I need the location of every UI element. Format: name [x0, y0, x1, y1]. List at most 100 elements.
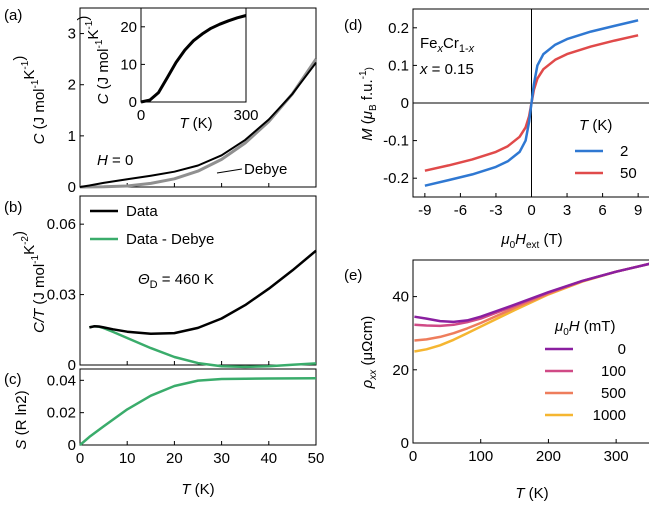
- legend-label-100mt: 100: [601, 363, 626, 380]
- panel-e-frame: [412, 259, 649, 444]
- panel-c-entropy-line: [79, 376, 317, 446]
- panel-a-ytick-label: 1: [68, 128, 76, 145]
- panel-a-ytick-label: 2: [68, 77, 76, 94]
- inset-xtick-label: 0: [137, 107, 145, 124]
- inset-ylabel-part: (J mol: [95, 48, 112, 93]
- panel-d-2k-line: [424, 19, 639, 187]
- inset-frame: [140, 7, 247, 103]
- legend-title-unit: (mT): [580, 318, 616, 335]
- panel-c-ytick-label: 0.04: [47, 372, 76, 389]
- panel-e-xtick-label: 200: [536, 448, 561, 465]
- legend-title-h: H: [569, 318, 580, 335]
- panel-e-xtick-label: 0: [409, 448, 417, 465]
- panel-d-ylabel-part: (: [359, 119, 376, 128]
- legend-label-1000mt: 1000: [593, 407, 626, 424]
- panel-d-ytick-label: 0.1: [388, 57, 409, 74]
- panel-a-ytick-label: 3: [68, 26, 76, 43]
- panel-c-ytick-label: 0.02: [47, 405, 76, 422]
- debye-pointer-line: [216, 168, 243, 174]
- inset-xlabel-part: T: [179, 115, 190, 132]
- panel-a: 0 1 2 3C (J mol-1K-1): [11, 7, 318, 196]
- panel-d-ytick-label: -0.2: [383, 170, 409, 187]
- panel-a-ylabel-part: -1: [20, 60, 31, 69]
- panel-e-ytick-label: 0: [401, 435, 409, 452]
- panel-b-ylabel: C/T (J mol-1K-2): [11, 231, 48, 333]
- panel-c-xtick-label: 50: [308, 450, 325, 467]
- panel-b-frame: [79, 195, 317, 366]
- panel-d-xlabel-part: ext: [526, 240, 540, 251]
- panel-label-c: (c): [4, 371, 22, 388]
- panel-d-xtick-label: 6: [598, 202, 606, 219]
- panel-c-xlabel-part: T: [181, 481, 192, 498]
- panel-b-data-line: [89, 249, 317, 336]
- panel-c-xtick-label: 0: [76, 450, 84, 467]
- panel-d-xtick-label: -6: [454, 202, 467, 219]
- legend-title-unit: (K): [588, 117, 612, 134]
- inset-ytick-label: 0: [129, 94, 137, 111]
- panel-e-1000mt-line: [414, 262, 649, 353]
- panel-c-ylabel: S (R ln2): [13, 390, 30, 449]
- panel-c-xtick-label: 20: [166, 450, 183, 467]
- panel-d-ylabel-part: μ: [359, 111, 376, 120]
- inset-ylabel-part: K: [85, 30, 102, 40]
- panel-b-ytick-label: 0: [68, 357, 76, 374]
- legend-title-sub: 0: [563, 327, 569, 338]
- legend-label-2k: 2: [620, 143, 628, 160]
- annotation-composition: FexCr1-x: [420, 35, 475, 55]
- panel-a-ylabel-part: -1: [30, 79, 41, 88]
- annotation-debye-temperature: ΘD = 460 K: [138, 271, 214, 291]
- panel-e-xtick-label: 100: [468, 448, 493, 465]
- panel-c-ytick-label: 0: [68, 437, 76, 454]
- panel-d-ylabel-part: -1: [358, 70, 369, 79]
- panel-e-xlabel-part: T: [515, 485, 526, 502]
- panel-d-ytick-label: 0.2: [388, 20, 409, 37]
- panel-a-ytick-label: 0: [68, 179, 76, 196]
- legend-title-mu: μ: [554, 318, 563, 335]
- annotation-h-zero-rest: = 0: [108, 152, 133, 169]
- legend-label-500mt: 500: [601, 385, 626, 402]
- panel-e-ylabel-part: ρ: [359, 379, 376, 389]
- panel-e-0mt-line: [414, 262, 649, 324]
- panel-d-xtick-label: 3: [563, 202, 571, 219]
- inset-xlabel: T (K): [179, 115, 212, 132]
- panel-d-xlabel: μ0Hext (T): [500, 231, 562, 251]
- panel-b-ylabel-part: K: [21, 245, 38, 255]
- panel-d-xlabel-part: 0: [510, 240, 516, 251]
- annotation-x-value: x = 0.15: [419, 61, 474, 78]
- panel-b: 0 0.03 0.06 Data Data - Debye C/T (J mol-1K-2…: [11, 195, 317, 374]
- panel-d-xtick-label: 9: [634, 202, 642, 219]
- panel-a-ylabel-part: K: [21, 70, 38, 80]
- inset-ylabel: C (J mol-1K-1): [75, 16, 112, 105]
- panel-d-xlabel-part: (T): [539, 231, 562, 248]
- panel-c-xlabel-part: (K): [191, 481, 215, 498]
- panel-label-a: (a): [4, 7, 22, 24]
- panel-d: -0.2 -0.1 0 0.1 0.2 -9 -6 -3 0 3 6 9 T (K) 2 50 μ0Hext …: [358, 8, 649, 251]
- panel-label-e: (e): [344, 267, 362, 284]
- legend-title-t: T: [579, 117, 590, 134]
- panel-d-xlabel-part: μ: [500, 231, 509, 248]
- panel-d-ylabel-part: B: [368, 104, 379, 111]
- panel-c-xtick-label: 40: [260, 450, 277, 467]
- panel-c-xlabel: T (K): [181, 481, 214, 498]
- panel-label-d: (d): [344, 17, 362, 34]
- panel-d-ylabel-part: f.u.: [359, 79, 376, 104]
- panel-d-legend-title: T (K): [579, 117, 612, 134]
- inset-ytick-label: 20: [120, 19, 137, 36]
- panel-b-ylabel-part: (J mol: [31, 264, 48, 309]
- legend-label-50k: 50: [620, 165, 637, 182]
- panel-d-ylabel-part: M: [359, 128, 376, 141]
- panel-b-ytick-label: 0.06: [47, 216, 76, 233]
- panel-e-xlabel: T (K): [515, 485, 548, 502]
- inset-xtick-label: 300: [233, 107, 258, 124]
- panel-c-ylabel-part: (R ln2): [13, 390, 30, 439]
- inset-ylabel-part: ): [75, 16, 92, 21]
- inset-data-line: [140, 14, 247, 104]
- panel-e-ytick-label: 20: [392, 362, 409, 379]
- legend-label-0mt: 0: [618, 341, 626, 358]
- panel-d-xtick-label: 0: [527, 202, 535, 219]
- panel-e-legend-title: μ0H (mT): [554, 318, 615, 338]
- panel-e-ylabel: ρxx (μΩcm): [359, 316, 379, 390]
- panel-b-data-minus-debye-line: [89, 325, 317, 369]
